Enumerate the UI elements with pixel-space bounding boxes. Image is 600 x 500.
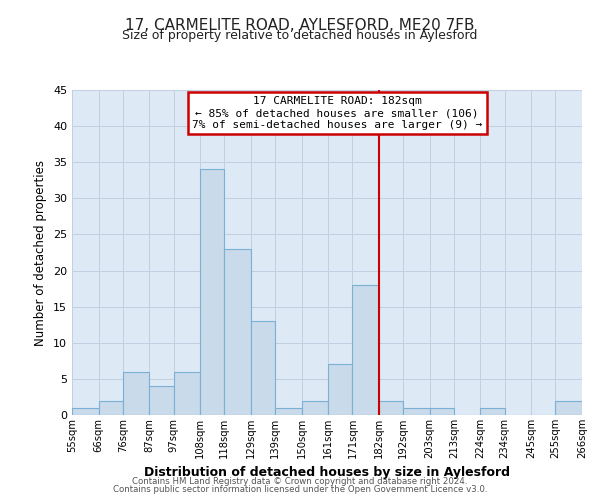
- Text: Size of property relative to detached houses in Aylesford: Size of property relative to detached ho…: [122, 28, 478, 42]
- Bar: [403, 408, 430, 415]
- Bar: [173, 372, 200, 415]
- Bar: [328, 364, 352, 415]
- Bar: [200, 170, 224, 415]
- Text: Contains HM Land Registry data © Crown copyright and database right 2024.: Contains HM Land Registry data © Crown c…: [132, 478, 468, 486]
- X-axis label: Distribution of detached houses by size in Aylesford: Distribution of detached houses by size …: [144, 466, 510, 479]
- Bar: [481, 408, 505, 415]
- Bar: [149, 386, 173, 415]
- Text: 17, CARMELITE ROAD, AYLESFORD, ME20 7FB: 17, CARMELITE ROAD, AYLESFORD, ME20 7FB: [125, 18, 475, 32]
- Bar: [72, 408, 98, 415]
- Bar: [430, 408, 454, 415]
- Bar: [123, 372, 149, 415]
- Bar: [379, 400, 403, 415]
- Text: Contains public sector information licensed under the Open Government Licence v3: Contains public sector information licen…: [113, 485, 487, 494]
- Bar: [98, 400, 123, 415]
- Bar: [556, 400, 582, 415]
- Bar: [352, 285, 379, 415]
- Bar: [302, 400, 328, 415]
- Y-axis label: Number of detached properties: Number of detached properties: [34, 160, 47, 346]
- Bar: [224, 249, 251, 415]
- Bar: [275, 408, 302, 415]
- Text: 17 CARMELITE ROAD: 182sqm
← 85% of detached houses are smaller (106)
7% of semi-: 17 CARMELITE ROAD: 182sqm ← 85% of detac…: [192, 96, 482, 130]
- Bar: [251, 321, 275, 415]
